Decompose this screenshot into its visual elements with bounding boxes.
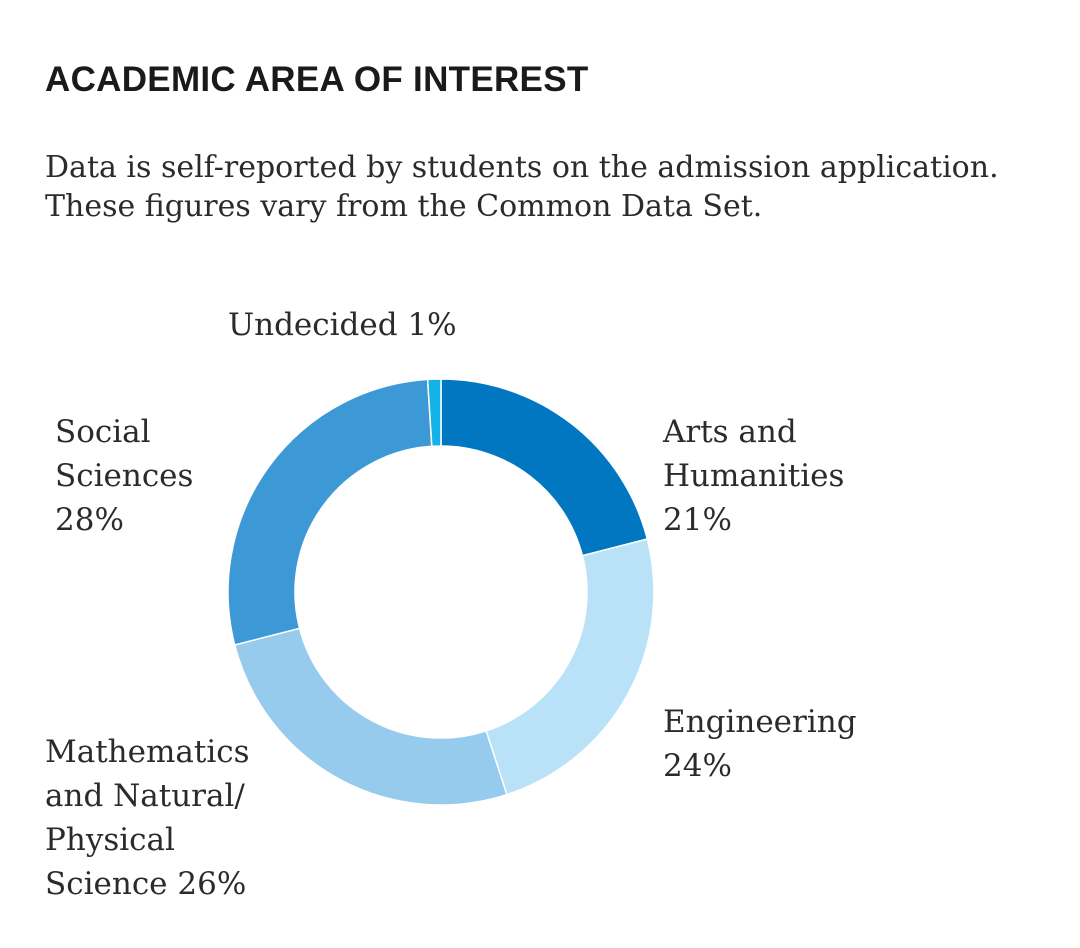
label-line: Mathematics [45, 734, 250, 770]
label-engineering: Engineering 24% [663, 700, 857, 788]
donut-slices [227, 378, 655, 806]
label-value: Undecided 1% [228, 307, 457, 343]
label-line: Humanities [663, 458, 845, 494]
label-line: Arts and [663, 414, 797, 450]
chart-title: ACADEMIC AREA OF INTEREST [45, 60, 589, 99]
label-social-sciences: Social Sciences 28% [55, 410, 193, 542]
label-line: Sciences [55, 458, 194, 494]
slice-engineering [485, 538, 655, 796]
slice-mathematics-and-natural-physical-science [233, 627, 508, 806]
slice-undecided [426, 378, 442, 448]
label-undecided: Undecided 1% [228, 303, 457, 347]
slice-social-sciences [227, 378, 433, 646]
label-line: Social [55, 414, 151, 450]
label-arts-and-humanities: Arts and Humanities 21% [663, 410, 844, 542]
label-value: 28% [55, 502, 124, 538]
label-line: Physical [45, 822, 175, 858]
slice-arts-and-humanities [440, 378, 649, 557]
chart-subtitle: Data is self-reported by students on the… [45, 150, 999, 224]
label-value: 24% [663, 748, 732, 784]
label-value: Science 26% [45, 866, 247, 902]
label-line: Engineering [663, 704, 857, 740]
label-mathematics-natural-physical-science: Mathematics and Natural/ Physical Scienc… [45, 730, 250, 906]
label-value: 21% [663, 502, 732, 538]
label-line: and Natural/ [45, 778, 245, 814]
